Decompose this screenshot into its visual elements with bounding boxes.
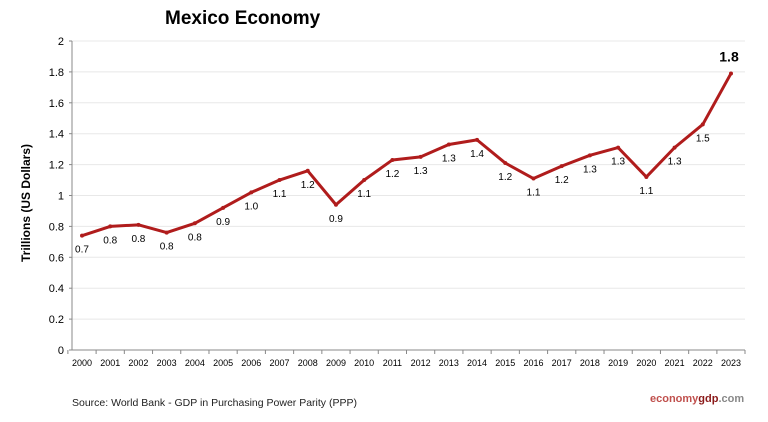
x-tick-label: 2006: [241, 358, 261, 368]
data-point: [164, 230, 169, 235]
data-point: [221, 205, 226, 210]
data-label: 1.1: [357, 189, 371, 200]
x-tick-label: 2010: [354, 358, 374, 368]
data-label: 1.2: [385, 169, 399, 180]
data-label: 1.8: [719, 48, 739, 64]
data-label: 0.9: [216, 217, 230, 228]
x-tick-label: 2014: [467, 358, 487, 368]
data-point: [305, 168, 310, 173]
brand-part: .com: [718, 393, 745, 405]
x-tick-label: 2022: [693, 358, 713, 368]
data-point: [587, 153, 592, 158]
data-point: [390, 157, 395, 162]
brand-part: gdp: [698, 393, 719, 405]
data-point: [729, 71, 733, 76]
data-point: [249, 190, 254, 195]
y-tick-label: 0.4: [49, 283, 64, 295]
data-point: [277, 178, 282, 183]
data-point: [136, 222, 141, 227]
data-point: [333, 202, 338, 207]
data-label: 1.2: [498, 172, 512, 183]
x-tick-label: 2013: [439, 358, 459, 368]
data-point: [108, 224, 113, 229]
data-label: 0.7: [75, 245, 89, 256]
x-tick-label: 2000: [72, 358, 92, 368]
data-point: [616, 145, 621, 150]
y-tick-label: 1: [58, 191, 64, 203]
data-point: [531, 176, 536, 181]
x-tick-label: 2012: [411, 358, 431, 368]
data-label: 1.3: [668, 157, 682, 168]
data-label: 1.2: [301, 180, 315, 191]
x-tick-label: 2015: [495, 358, 515, 368]
x-tick-label: 2018: [580, 358, 600, 368]
data-label: 0.8: [188, 232, 202, 243]
y-tick-label: 1.6: [49, 98, 64, 110]
data-label: 1.0: [244, 201, 258, 212]
x-tick-label: 2009: [326, 358, 346, 368]
data-label: 1.5: [696, 133, 710, 144]
data-label: 1.3: [414, 166, 428, 177]
x-tick-label: 2005: [213, 358, 233, 368]
data-point: [559, 164, 564, 169]
chart-title: Mexico Economy: [165, 8, 321, 29]
x-tick-label: 2002: [128, 358, 148, 368]
data-label: 0.8: [160, 242, 174, 253]
y-tick-label: 2: [58, 36, 64, 48]
source-note: Source: World Bank - GDP in Purchasing P…: [72, 397, 357, 409]
data-point: [446, 142, 451, 147]
x-tick-label: 2019: [608, 358, 628, 368]
data-label: 1.3: [583, 164, 597, 175]
y-tick-label: 0.8: [49, 221, 64, 233]
data-label: 1.1: [273, 189, 287, 200]
x-tick-label: 2004: [185, 358, 205, 368]
x-tick-label: 2001: [100, 358, 120, 368]
brand-logo: economygdp.com: [650, 393, 744, 405]
x-tick-label: 2017: [552, 358, 572, 368]
data-point: [192, 221, 197, 226]
series-line: [81, 72, 733, 238]
data-label: 1.3: [611, 157, 625, 168]
data-label: 1.1: [527, 188, 541, 199]
data-point: [644, 174, 649, 179]
y-tick-label: 1.8: [49, 67, 64, 79]
data-point: [700, 122, 705, 127]
data-point: [475, 137, 480, 142]
y-tick-label: 1.4: [49, 129, 64, 141]
x-tick-label: 2003: [157, 358, 177, 368]
x-tick-label: 2023: [721, 358, 741, 368]
y-axis-label: Trillions (US Dollars): [19, 143, 33, 263]
data-point: [503, 161, 508, 166]
data-label: 0.8: [103, 235, 117, 246]
x-tick-label: 2021: [665, 358, 685, 368]
data-label: 0.9: [329, 214, 343, 225]
y-tick-label: 1.2: [49, 160, 64, 172]
data-label: 1.3: [442, 154, 456, 165]
x-tick-label: 2008: [298, 358, 318, 368]
data-label: 1.1: [639, 186, 653, 197]
x-tick-label: 2007: [270, 358, 290, 368]
x-tick-label: 2020: [636, 358, 656, 368]
data-point: [80, 233, 84, 238]
y-tick-label: 0: [58, 345, 64, 357]
data-label: 0.8: [131, 234, 145, 245]
data-label: 1.4: [470, 149, 484, 160]
data-point: [362, 178, 367, 183]
data-point: [418, 154, 423, 159]
x-tick-label: 2011: [383, 358, 402, 368]
x-tick-label: 2016: [523, 358, 543, 368]
y-tick-label: 0.6: [49, 252, 64, 264]
y-tick-label: 0.2: [49, 314, 64, 326]
data-point: [672, 145, 677, 150]
data-label: 1.2: [555, 175, 569, 186]
brand-part: economy: [650, 393, 699, 405]
